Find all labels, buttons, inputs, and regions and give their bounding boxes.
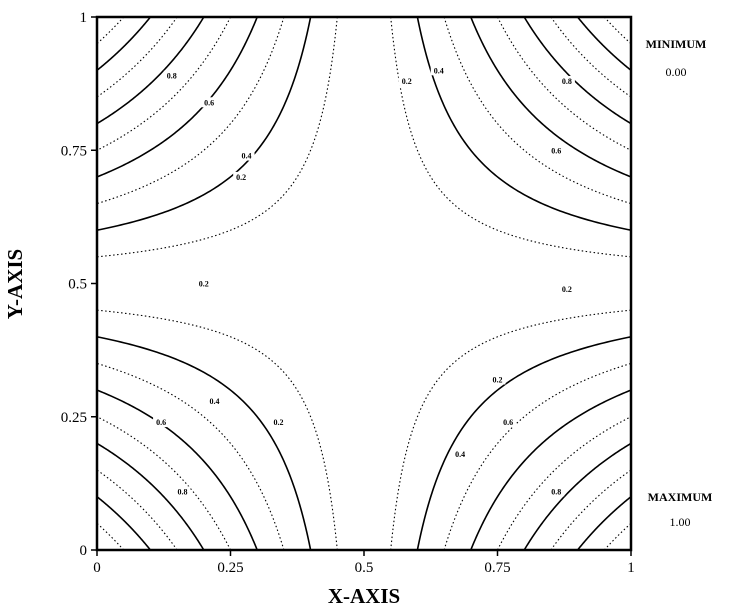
contour-solid-0-6-q2 [96, 16, 205, 125]
contour-label-bg [206, 395, 223, 406]
contour-solid-0-6-q0 [523, 16, 632, 125]
contour-solid-0-6-q1 [523, 442, 632, 551]
y-tick-label: 0 [80, 543, 88, 559]
contour-dotted-0-7-q3 [96, 469, 178, 551]
contour-label: 0.4 [209, 397, 219, 406]
contour-solid-0-6-q3 [96, 442, 205, 551]
contour-label: 0.6 [503, 418, 513, 427]
contour-dotted-0-1-q2 [96, 16, 338, 258]
contour-label: 0.6 [551, 146, 561, 155]
contour-dotted-0-9-q3 [96, 522, 125, 551]
contour-solid-0-2-q2 [96, 16, 312, 231]
contour-solid-0-8-q2 [96, 16, 152, 71]
contour-solid-0-4-q2 [96, 16, 258, 178]
contour-label-bg [558, 283, 575, 294]
contour-dotted-0-7-q2 [96, 16, 178, 98]
contour-label: 0.6 [156, 418, 166, 427]
x-tick-label: 0.5 [355, 560, 374, 576]
contour-label-bg [548, 145, 565, 156]
x-tick-label: 0 [93, 560, 101, 576]
y-axis-ticks: 0 0.25 0.5 0.75 1 [61, 10, 97, 559]
x-axis-ticks: 0 0.25 0.5 0.75 1 [93, 550, 635, 576]
contour-dotted-0-7-q0 [550, 16, 632, 98]
contour-label-bg [201, 97, 218, 108]
contour-label: 0.2 [199, 280, 209, 289]
y-tick-label: 1 [80, 10, 88, 26]
contour-label: 0.2 [493, 375, 503, 384]
contour-dotted-0-1-q1 [390, 309, 632, 551]
plot-frame [95, 15, 633, 552]
contour-solid-0-2-q0 [416, 16, 632, 231]
contour-label-bg [270, 417, 287, 428]
contour-label-bg [558, 75, 575, 86]
contour-label-bg [238, 150, 255, 161]
contour-label-bg [489, 374, 506, 385]
contour-labels: 0.8 0.6 0.4 0.2 0.4 0.2 0.8 0.6 0.2 0.2 0.2 0.4 0.2 0… [153, 65, 575, 497]
contour-solid-0-8-q1 [576, 496, 632, 551]
contour-label-bg [195, 278, 212, 289]
contour-label-bg [233, 171, 250, 182]
contour-label-bg [163, 70, 180, 81]
contour-dotted-0-5-q2 [96, 16, 231, 151]
contour-label: 0.6 [204, 98, 214, 107]
contour-label-bg [398, 75, 415, 86]
x-axis-title: X-AXIS [328, 584, 400, 608]
contour-solid-0-2-q1 [416, 336, 632, 551]
contour-label: 0.4 [455, 450, 465, 459]
contour-solid-0-8-q0 [576, 16, 632, 71]
x-tick-label: 0.25 [217, 560, 243, 576]
contour-label: 0.8 [177, 487, 187, 496]
contour-solid-0-2-q3 [96, 336, 312, 551]
contour-label: 0.4 [242, 152, 252, 161]
x-tick-label: 1 [627, 560, 635, 576]
contour-label: 0.8 [167, 72, 177, 81]
maximum-value: 1.00 [670, 515, 691, 529]
y-tick-label: 0.75 [61, 143, 87, 159]
minimum-label: MINIMUM [646, 37, 707, 51]
contour-dotted-0-9-q2 [96, 16, 125, 45]
contour-dotted-0-5-q3 [96, 416, 231, 551]
contour-dotted-0-5-q0 [497, 16, 632, 151]
contour-label: 0.8 [562, 77, 572, 86]
contour-label-bg [548, 486, 565, 497]
contour-label: 0.2 [274, 418, 284, 427]
contour-solid-0-4-q0 [470, 16, 632, 178]
y-axis-title: Y-AXIS [3, 249, 27, 319]
contour-solid-0-4-q3 [96, 389, 258, 551]
maximum-label: MAXIMUM [648, 490, 713, 504]
contour-label-bg [430, 65, 447, 76]
y-tick-label: 0.25 [61, 410, 87, 426]
contour-dotted-0-7-q1 [550, 469, 632, 551]
contour-dotted-0-9-q0 [603, 16, 632, 45]
contour-label-bg [452, 449, 469, 460]
x-tick-label: 0.75 [484, 560, 510, 576]
contour-solid-0-8-q3 [96, 496, 152, 551]
contour-dotted-0-9-q1 [603, 522, 632, 551]
contour-dotted-0-1-q0 [390, 16, 632, 258]
minimum-value: 0.00 [666, 65, 687, 79]
contour-label-bg [153, 417, 170, 428]
contour-label: 0.4 [434, 66, 444, 75]
contour-dotted-0-5-q1 [497, 416, 632, 551]
contour-label-bg [174, 486, 191, 497]
contour-label: 0.2 [402, 77, 412, 86]
contour-solid-0-4-q1 [470, 389, 632, 551]
contour-dotted-0-1-q3 [96, 309, 338, 551]
contour-lines [96, 16, 632, 551]
contour-label: 0.8 [551, 487, 561, 496]
contour-label: 0.2 [562, 285, 572, 294]
contour-label: 0.2 [236, 173, 246, 182]
y-tick-label: 0.5 [68, 277, 87, 293]
contour-label-bg [500, 417, 517, 428]
